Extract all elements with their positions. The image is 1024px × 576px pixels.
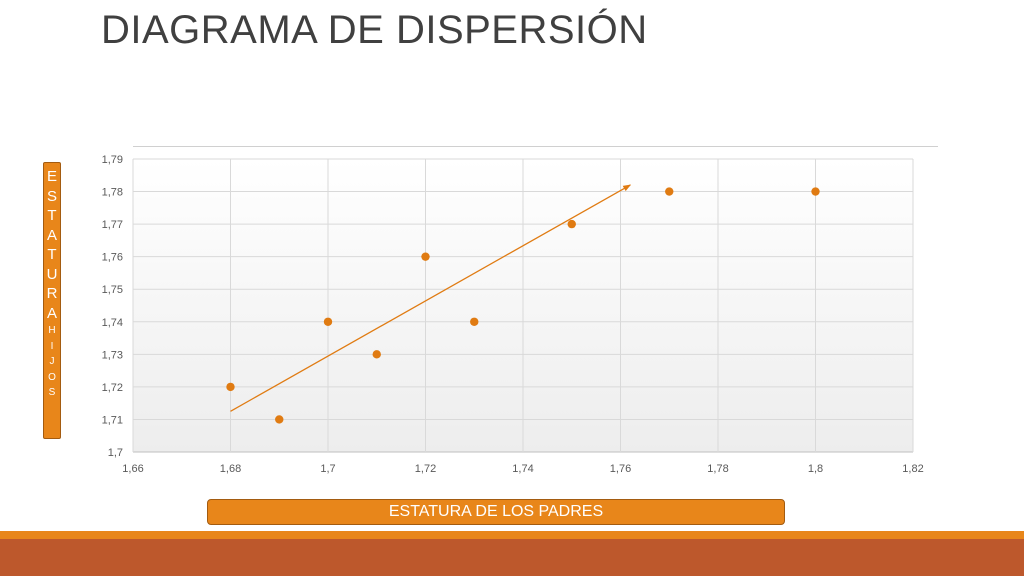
y-label-letter: S	[46, 187, 57, 205]
y-tick-label: 1,7	[108, 447, 123, 459]
y-tick-label: 1,76	[102, 252, 123, 264]
y-label-letter: O	[48, 371, 56, 383]
data-point	[275, 415, 284, 424]
title-divider	[133, 146, 938, 147]
data-point	[665, 187, 674, 196]
y-label-letter: T	[47, 246, 57, 263]
y-tick-label: 1,78	[102, 187, 123, 199]
data-point	[421, 252, 430, 261]
trend-arrow	[230, 184, 632, 412]
data-point	[470, 317, 479, 326]
data-point	[226, 382, 235, 392]
y-label-letter: T	[47, 207, 57, 224]
y-tick-label: 1,79	[102, 154, 123, 166]
x-tick-label: 1,76	[610, 463, 631, 475]
footer-band-dark	[0, 539, 1024, 576]
x-tick-label: 1,82	[902, 463, 923, 475]
y-tick-label: 1,75	[102, 284, 123, 296]
y-tick-label: 1,72	[102, 382, 123, 394]
x-tick-label: 1,68	[220, 463, 241, 475]
y-tick-label: 1,77	[102, 219, 123, 231]
y-tick-label: 1,73	[102, 349, 123, 361]
data-point	[567, 219, 576, 229]
x-tick-label: 1,7	[320, 463, 335, 475]
y-tick-label: 1,71	[102, 414, 123, 426]
x-axis-label: ESTATURA DE LOS PADRES	[207, 499, 785, 525]
data-point	[372, 350, 381, 359]
y-label-letter: A	[46, 304, 57, 322]
x-tick-label: 1,66	[122, 463, 143, 475]
x-tick-label: 1,8	[808, 463, 823, 475]
data-point	[811, 187, 820, 196]
x-tick-label: 1,78	[707, 463, 728, 475]
y-label-letter: R	[46, 285, 58, 302]
y-label-letter: H	[48, 325, 56, 336]
y-label-letter: E	[46, 168, 57, 185]
slide-title: DIAGRAMA DE DISPERSIÓN	[101, 8, 648, 52]
y-label-letter: A	[46, 226, 57, 244]
data-point	[323, 317, 333, 326]
x-tick-label: 1,74	[512, 463, 533, 475]
x-tick-label: 1,72	[415, 463, 436, 475]
y-tick-label: 1,74	[102, 317, 123, 329]
y-label-letter: U	[46, 265, 58, 283]
y-label-letter: I	[50, 340, 54, 352]
footer-band-light	[0, 531, 1024, 539]
y-label-letter: S	[48, 387, 56, 398]
y-label-letter: J	[49, 356, 55, 367]
